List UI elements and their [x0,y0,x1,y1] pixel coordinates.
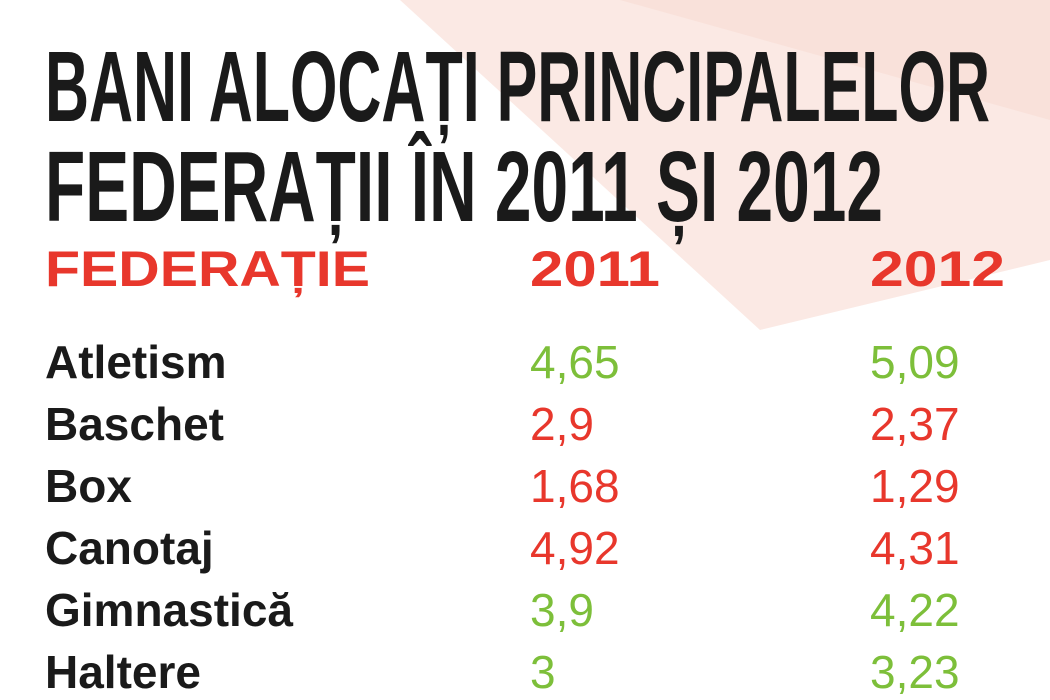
federation-name: Canotaj [45,522,214,574]
column-header: FEDERAȚIE [45,241,370,297]
background-shape [620,0,1050,120]
value-2011: 4,65 [530,336,620,388]
background-shape [400,0,1050,330]
value-2011: 3 [530,646,556,698]
value-2012: 4,31 [870,522,960,574]
value-2011: 4,92 [530,522,620,574]
value-2011: 3,9 [530,584,594,636]
value-2012: 2,37 [870,398,960,450]
federation-name: Box [45,460,132,512]
value-2012: 5,09 [870,336,960,388]
value-2012: 3,23 [870,646,960,698]
federation-name: Atletism [45,336,226,388]
title-line: FEDERAȚII ÎN 2011 ȘI 2012 [45,131,883,245]
column-header: 2012 [870,241,1005,297]
value-2012: 1,29 [870,460,960,512]
value-2011: 1,68 [530,460,620,512]
value-2011: 2,9 [530,398,594,450]
federation-name: Gimnastică [45,584,293,636]
federation-name: Haltere [45,646,201,698]
federation-name: Baschet [45,398,224,450]
title-line: BANI ALOCAȚI PRINCIPALELOR [45,31,990,144]
column-header: 2011 [530,241,660,297]
value-2012: 4,22 [870,584,960,636]
